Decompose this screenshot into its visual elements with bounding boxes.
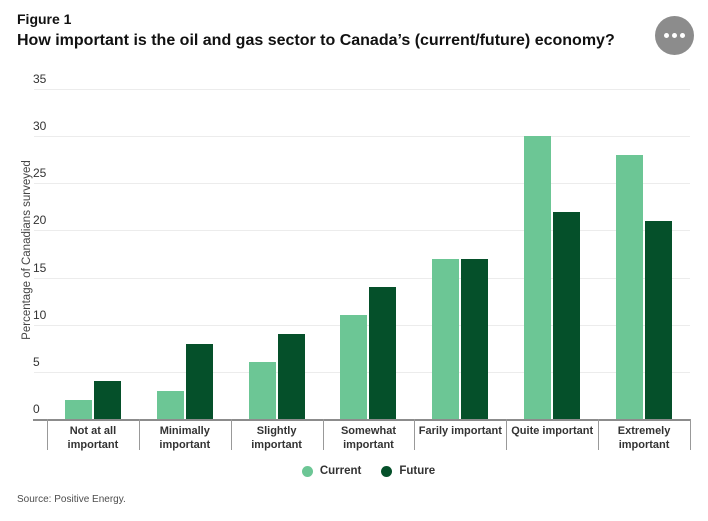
bar-group-7 xyxy=(598,89,690,419)
y-tick-20: 20 xyxy=(33,213,47,228)
separator-1 xyxy=(138,419,140,450)
gridline-15 xyxy=(34,277,690,279)
figure-label: Figure 1 xyxy=(17,11,72,27)
bar-current-1 xyxy=(64,400,92,419)
source-note: Source: Positive Energy. xyxy=(17,494,126,505)
y-tick-35: 35 xyxy=(33,72,47,86)
page-title: How important is the oil and gas sector … xyxy=(17,32,615,49)
bar-future-4 xyxy=(369,287,397,419)
bar-future-1 xyxy=(93,381,121,419)
separator-7 xyxy=(690,419,691,450)
legend-item-future: Future xyxy=(381,465,435,477)
gridline-30 xyxy=(34,136,690,138)
x-axis-line xyxy=(33,419,691,421)
bar-group-3 xyxy=(231,89,323,419)
separator-2 xyxy=(230,419,232,450)
bar-current-6 xyxy=(524,136,552,419)
ellipsis-icon xyxy=(664,33,669,38)
bar-group-4 xyxy=(323,89,415,419)
bar-current-7 xyxy=(616,155,644,419)
bar-group-2 xyxy=(139,89,231,419)
y-tick-15: 15 xyxy=(33,260,47,275)
plot-area xyxy=(33,89,691,421)
legend-swatch-future xyxy=(381,465,393,477)
y-tick-10: 10 xyxy=(33,307,47,322)
legend-item-current: Current xyxy=(301,465,362,477)
ellipsis-icon xyxy=(680,33,685,38)
bar-future-3 xyxy=(277,334,305,419)
bar-future-7 xyxy=(645,221,673,419)
bar-future-5 xyxy=(461,258,489,419)
bar-current-3 xyxy=(248,362,276,419)
legend: Current Future xyxy=(47,465,690,477)
gridline-20 xyxy=(34,230,690,232)
gridline-25 xyxy=(34,183,690,185)
x-label-1: Not at all important xyxy=(67,425,119,452)
legend-label-current: Current xyxy=(319,465,362,477)
y-tick-25: 25 xyxy=(33,166,47,181)
separator-5 xyxy=(506,419,508,450)
y-tick-30: 30 xyxy=(33,119,47,134)
y-tick-0: 0 xyxy=(33,402,40,416)
x-label-6: Quite important xyxy=(511,425,594,437)
bar-current-5 xyxy=(432,258,460,419)
legend-label-future: Future xyxy=(399,465,436,477)
x-label-2: Minimally important xyxy=(159,425,211,452)
legend-swatch-current xyxy=(301,465,313,477)
x-label-4: Somewhat important xyxy=(340,425,396,452)
more-options-button[interactable] xyxy=(655,16,694,55)
x-label-5: Farily important xyxy=(418,425,502,437)
y-tick-5: 5 xyxy=(33,354,40,369)
gridline-35 xyxy=(34,89,690,90)
x-label-7: Extremely important xyxy=(617,425,671,452)
separator-6 xyxy=(598,419,600,450)
bar-group-5 xyxy=(414,89,506,419)
ellipsis-icon xyxy=(672,33,677,38)
x-label-3: Slightly important xyxy=(251,425,302,452)
separator-3 xyxy=(322,419,324,450)
bar-future-2 xyxy=(185,343,213,419)
bar-current-2 xyxy=(156,390,184,419)
bar-current-4 xyxy=(340,315,368,419)
bar-group-1 xyxy=(47,89,139,419)
bar-future-6 xyxy=(553,211,581,419)
separator-0 xyxy=(47,419,48,450)
bar-group-6 xyxy=(506,89,598,419)
separator-4 xyxy=(414,419,416,450)
